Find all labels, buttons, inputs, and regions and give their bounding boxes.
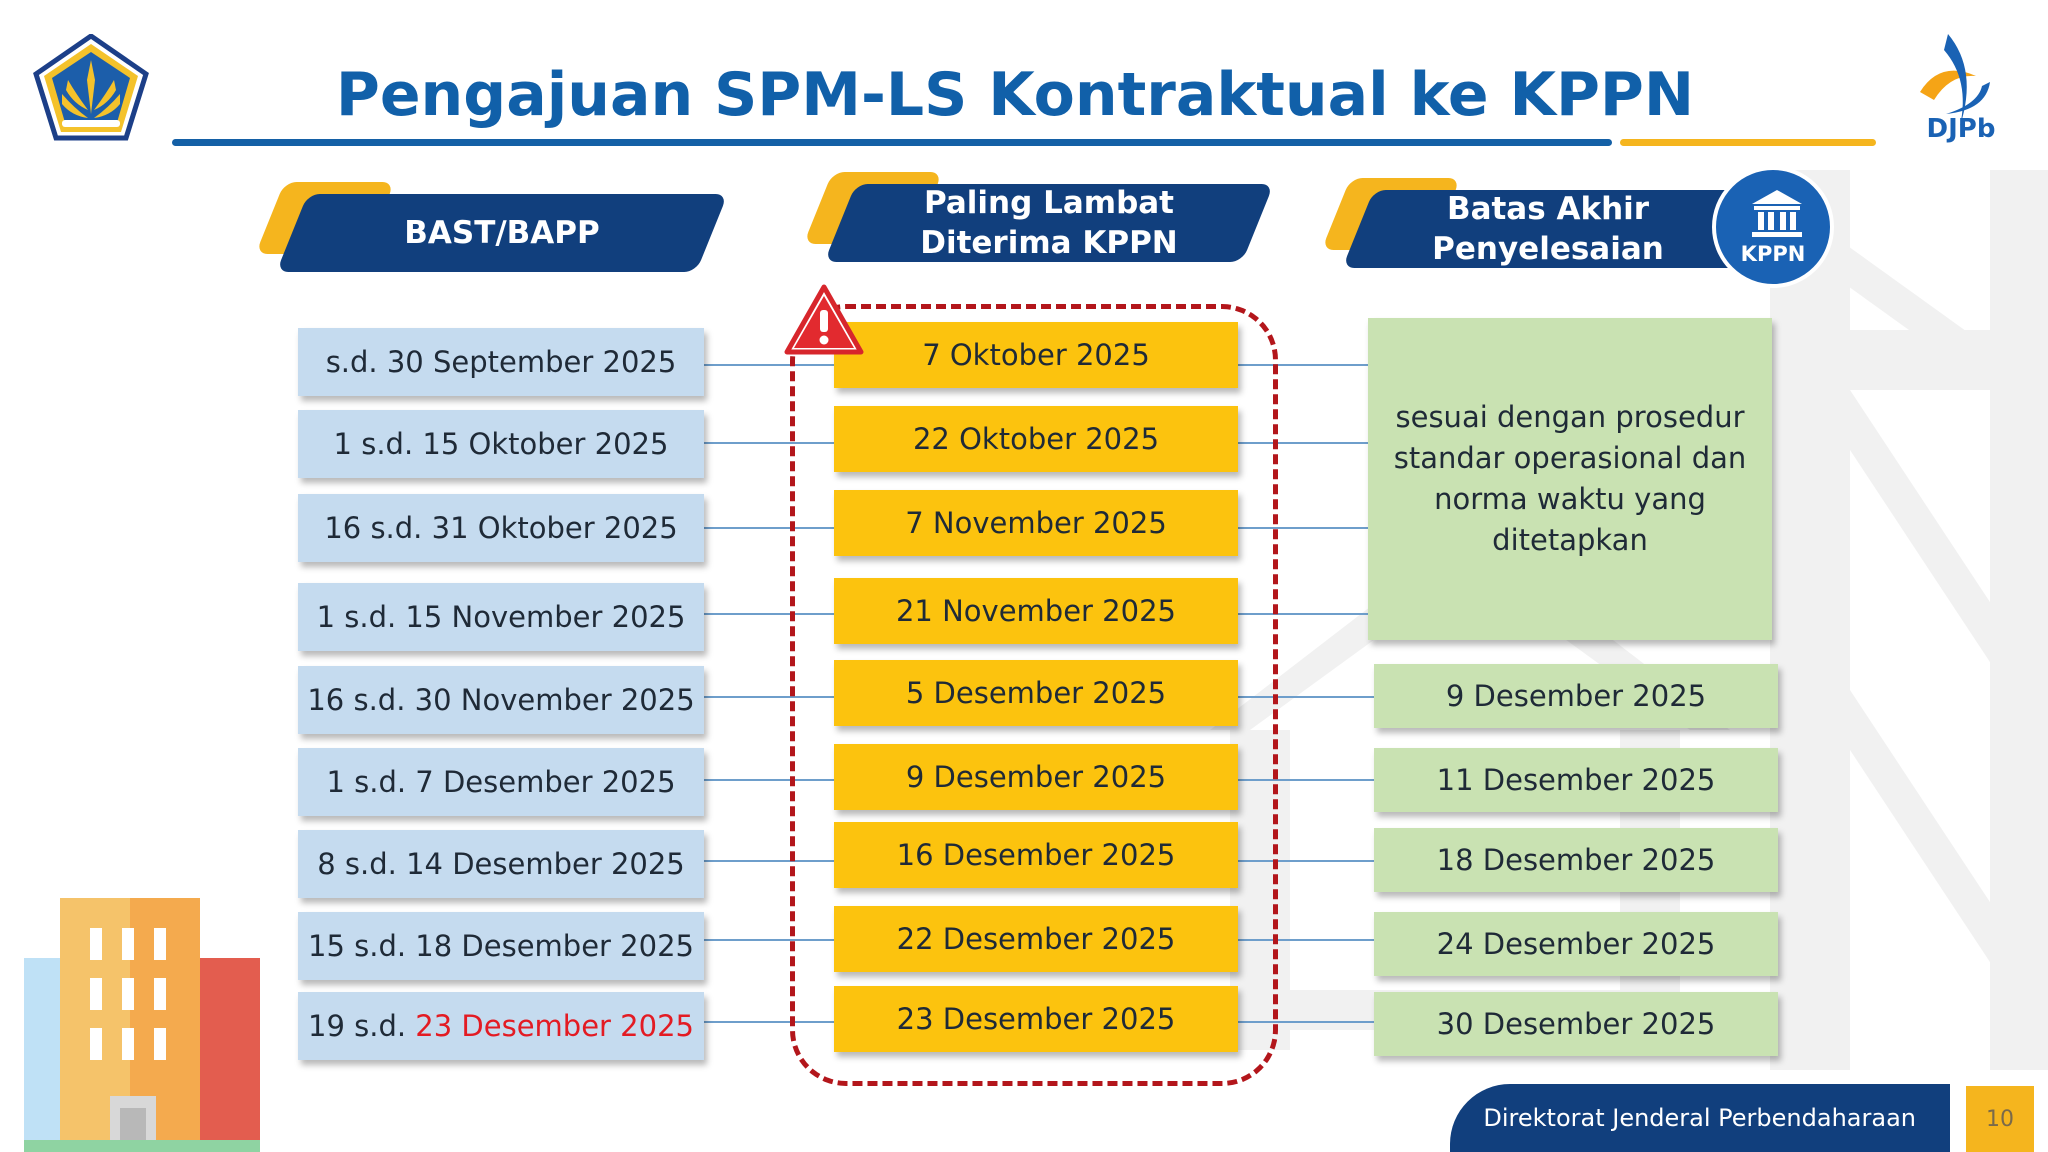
kppn-deadline-cell: 5 Desember 2025: [834, 660, 1238, 726]
bast-cell: 1 s.d. 7 Desember 2025: [298, 748, 704, 816]
kppn-deadline-cell: 21 November 2025: [834, 578, 1238, 644]
bast-cell: s.d. 30 September 2025: [298, 328, 704, 396]
row-connector: [1238, 442, 1368, 444]
kppn-deadline-cell: 23 Desember 2025: [834, 986, 1238, 1052]
bast-cell: 1 s.d. 15 November 2025: [298, 583, 704, 651]
title-underline-blue: [172, 139, 1612, 146]
header-label-line2: Penyelesaian: [1432, 231, 1664, 267]
completion-deadline-cell: 30 Desember 2025: [1374, 992, 1778, 1056]
kppn-badge: KPPN: [1712, 166, 1834, 288]
completion-deadline-cell: 9 Desember 2025: [1374, 664, 1778, 728]
footer-org-bar: Direktorat Jenderal Perbendaharaan: [1450, 1084, 1950, 1152]
building-illustration-icon: [24, 898, 260, 1152]
title-underline-gold: [1620, 139, 1876, 146]
footer-org-name: Direktorat Jenderal Perbendaharaan: [1483, 1104, 1916, 1132]
row-connector: [1238, 696, 1374, 698]
bast-cell: 8 s.d. 14 Desember 2025: [298, 830, 704, 898]
bast-cell: 19 s.d. 23 Desember 2025: [298, 992, 704, 1060]
header-batas-akhir: Batas Akhir Penyelesaian: [1321, 178, 1796, 278]
warning-triangle-icon: [784, 284, 864, 355]
row-connector: [1238, 613, 1368, 615]
row-connector: [1238, 1021, 1374, 1023]
row-connector: [704, 939, 834, 941]
row-connector: [1238, 860, 1374, 862]
djpb-logo-text: DJPb: [1926, 114, 1996, 144]
kppn-deadline-cell: 22 Oktober 2025: [834, 406, 1238, 472]
header-label: Batas Akhir Penyelesaian: [1358, 190, 1738, 268]
header-paling-lambat: Paling Lambat Diterima KPPN: [803, 172, 1278, 272]
completion-deadline-cell: 18 Desember 2025: [1374, 828, 1778, 892]
row-connector: [704, 779, 834, 781]
row-connector: [1238, 779, 1374, 781]
row-connector: [704, 1021, 834, 1023]
bast-cell: 15 s.d. 18 Desember 2025: [298, 912, 704, 980]
kppn-deadline-cell: 7 Oktober 2025: [834, 322, 1238, 388]
kppn-badge-label: KPPN: [1740, 242, 1806, 266]
bank-building-icon: [1752, 190, 1802, 237]
bast-cell-highlight: 23 Desember 2025: [415, 1009, 694, 1043]
kemenkeu-emblem-icon: [33, 34, 149, 141]
row-connector: [704, 442, 834, 444]
page-title: Pengajuan SPM-LS Kontraktual ke KPPN: [335, 60, 1695, 130]
header-label: Paling Lambat Diterima KPPN: [840, 184, 1258, 262]
row-connector: [1238, 527, 1368, 529]
header-label: BAST/BAPP: [404, 215, 600, 251]
row-connector: [704, 613, 834, 615]
row-connector: [704, 860, 834, 862]
header-bast-bapp: BAST/BAPP: [255, 182, 730, 282]
page-number: 10: [1966, 1086, 2034, 1152]
highlight-dashed-border: [790, 304, 1278, 1086]
header-label-line2: Diterima KPPN: [920, 225, 1178, 261]
bast-cell: 1 s.d. 15 Oktober 2025: [298, 410, 704, 478]
sop-note-cell: sesuai dengan prosedur standar operasion…: [1368, 318, 1772, 640]
row-connector: [1238, 364, 1368, 366]
kppn-deadline-cell: 7 November 2025: [834, 490, 1238, 556]
header-label-line1: Batas Akhir: [1446, 191, 1650, 227]
kppn-deadline-cell: 22 Desember 2025: [834, 906, 1238, 972]
bast-cell: 16 s.d. 31 Oktober 2025: [298, 494, 704, 562]
row-connector: [704, 696, 834, 698]
completion-deadline-cell: 24 Desember 2025: [1374, 912, 1778, 976]
kppn-deadline-cell: 16 Desember 2025: [834, 822, 1238, 888]
kppn-deadline-cell: 9 Desember 2025: [834, 744, 1238, 810]
row-connector: [704, 364, 834, 366]
row-connector: [1238, 939, 1374, 941]
bast-cell: 16 s.d. 30 November 2025: [298, 666, 704, 734]
header-label-line1: Paling Lambat: [923, 185, 1174, 221]
djpb-logo-icon: [1920, 34, 1990, 126]
completion-deadline-cell: 11 Desember 2025: [1374, 748, 1778, 812]
row-connector: [704, 527, 834, 529]
bast-cell-prefix: 19 s.d.: [308, 1009, 416, 1043]
